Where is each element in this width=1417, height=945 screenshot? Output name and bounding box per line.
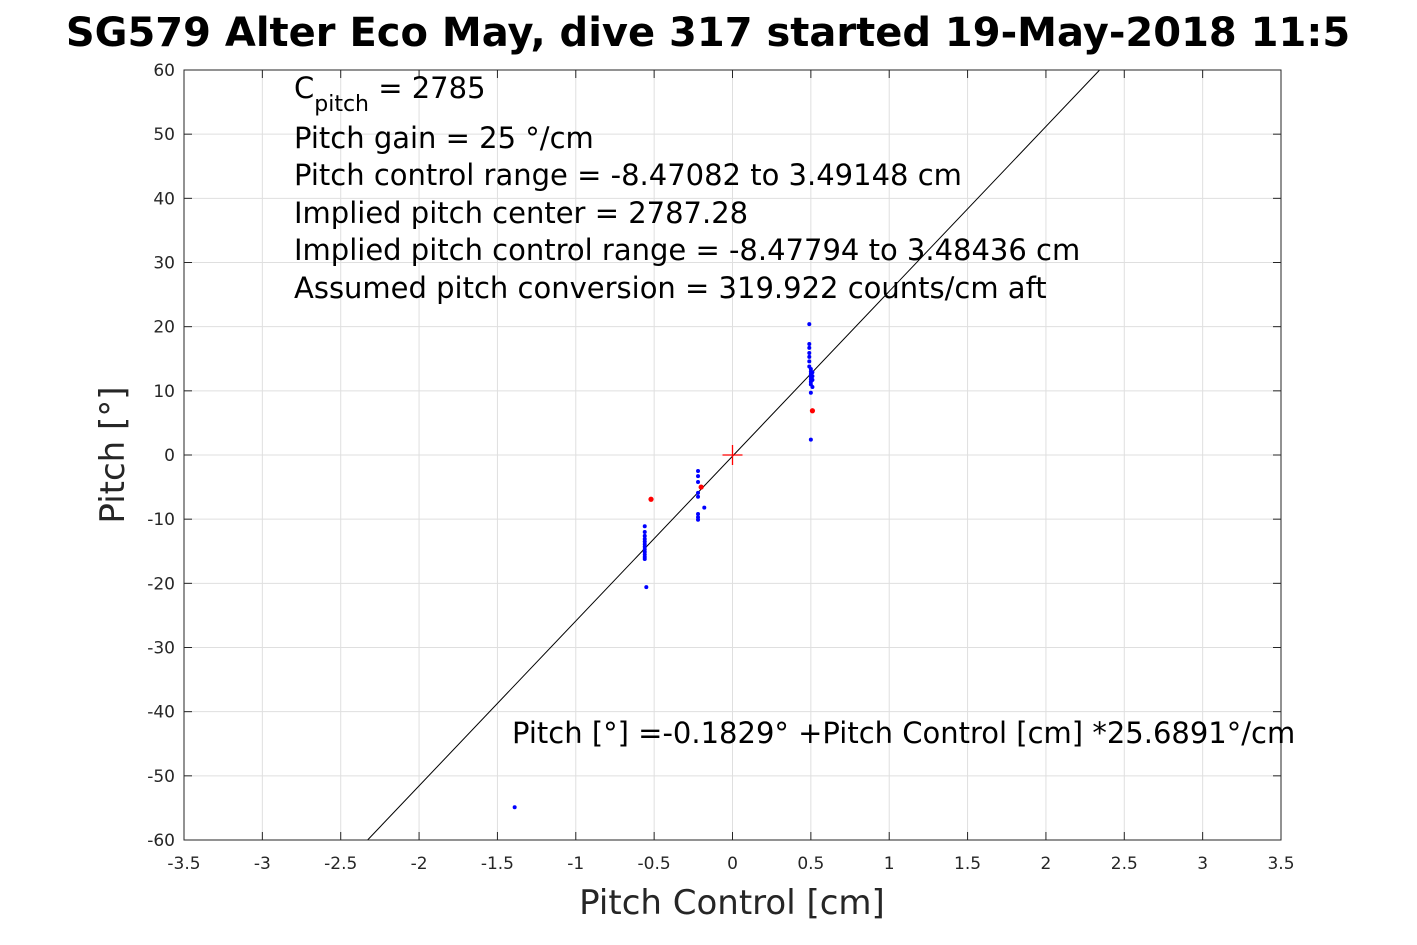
y-tick-label: -10	[147, 510, 175, 530]
data-point	[642, 533, 647, 538]
y-tick-label: 20	[153, 318, 175, 338]
chart-title: SG579 Alter Eco May, dive 317 started 19…	[66, 10, 1350, 56]
data-point	[807, 322, 812, 327]
x-tick-label: 1.5	[954, 854, 981, 874]
data-point	[807, 345, 812, 350]
y-tick-label: -60	[147, 831, 175, 851]
data-point	[696, 479, 701, 484]
data-point	[810, 374, 815, 379]
data-point	[807, 359, 812, 364]
y-tick-label: 60	[153, 61, 175, 81]
data-point	[696, 469, 701, 474]
center-marker	[722, 445, 743, 465]
y-tick-label: 50	[153, 125, 175, 145]
fit-equation: Pitch [°] =-0.1829° +Pitch Control [cm] …	[512, 716, 1295, 750]
tick-marks	[183, 69, 1282, 841]
x-tick-label: -1	[567, 854, 584, 874]
x-tick-label: -1.5	[481, 854, 514, 874]
x-tick-label: 0.5	[797, 854, 824, 874]
data-point	[696, 490, 701, 495]
x-tick-label: -3	[254, 854, 271, 874]
data-points	[512, 322, 816, 810]
grid-lines	[183, 69, 1282, 841]
x-axis-label: Pitch Control [cm]	[579, 883, 885, 923]
data-point	[696, 512, 701, 517]
data-point	[807, 354, 812, 359]
y-tick-label: 10	[153, 382, 175, 402]
x-tick-label: -0.5	[638, 854, 671, 874]
x-tick-labels: -3.5 -3 -2.5 -2 -1.5 -1 -0.5 0 0.5 1 1.5 2 2.5 3 3.5	[167, 854, 1294, 874]
y-tick-labels: -60 -50 -40 -30 -20 -10 0 10 20 30 40 50 60	[147, 61, 175, 851]
data-point	[810, 377, 815, 382]
annotation-implied-range: Implied pitch control range = -8.47794 t…	[294, 233, 1080, 267]
data-point	[808, 437, 813, 442]
x-tick-label: 3.5	[1267, 854, 1294, 874]
c-pitch-subscript: pitch	[314, 92, 369, 117]
data-point	[696, 474, 701, 479]
annotation-pitch-gain: Pitch gain = 25 °/cm	[294, 121, 594, 155]
y-axis-label: Pitch [°]	[93, 386, 133, 523]
c-pitch-symbol: C	[294, 71, 314, 105]
data-point	[644, 585, 649, 590]
x-tick-label: 2.5	[1111, 854, 1138, 874]
c-pitch-value: = 2785	[369, 71, 486, 105]
y-tick-label: -30	[147, 639, 175, 659]
y-tick-label: 40	[153, 189, 175, 209]
x-tick-label: -2.5	[324, 854, 357, 874]
data-point	[512, 805, 517, 810]
data-point	[808, 390, 813, 395]
data-point	[642, 556, 647, 561]
data-point	[810, 384, 815, 389]
annotation-control-range: Pitch control range = -8.47082 to 3.4914…	[294, 158, 962, 192]
y-tick-label: 0	[164, 446, 175, 466]
y-tick-label: -40	[147, 703, 175, 723]
x-tick-label: 0	[727, 854, 738, 874]
annotation-block: Cpitch = 2785 Pitch gain = 25 °/cm Pitch…	[294, 71, 1080, 305]
x-tick-label: 1	[884, 854, 895, 874]
data-point	[702, 505, 707, 510]
data-point	[648, 496, 654, 502]
y-tick-label: -20	[147, 574, 175, 594]
y-tick-label: 30	[153, 254, 175, 274]
data-point	[696, 494, 701, 499]
data-point	[696, 517, 701, 522]
data-point	[810, 370, 815, 375]
annotation-conversion: Assumed pitch conversion = 319.922 count…	[294, 271, 1047, 305]
data-point	[642, 524, 647, 529]
data-point	[698, 484, 704, 490]
data-point	[809, 408, 816, 414]
x-tick-label: -3.5	[167, 854, 200, 874]
annotation-implied-center: Implied pitch center = 2787.28	[294, 196, 748, 230]
x-tick-label: 3	[1197, 854, 1208, 874]
data-point	[807, 350, 812, 355]
y-tick-label: -50	[147, 767, 175, 787]
annotation-c-pitch: Cpitch = 2785	[294, 71, 486, 117]
data-point	[642, 530, 647, 534]
data-point	[807, 341, 812, 346]
x-tick-label: 2	[1041, 854, 1052, 874]
x-tick-label: -2	[411, 854, 428, 874]
